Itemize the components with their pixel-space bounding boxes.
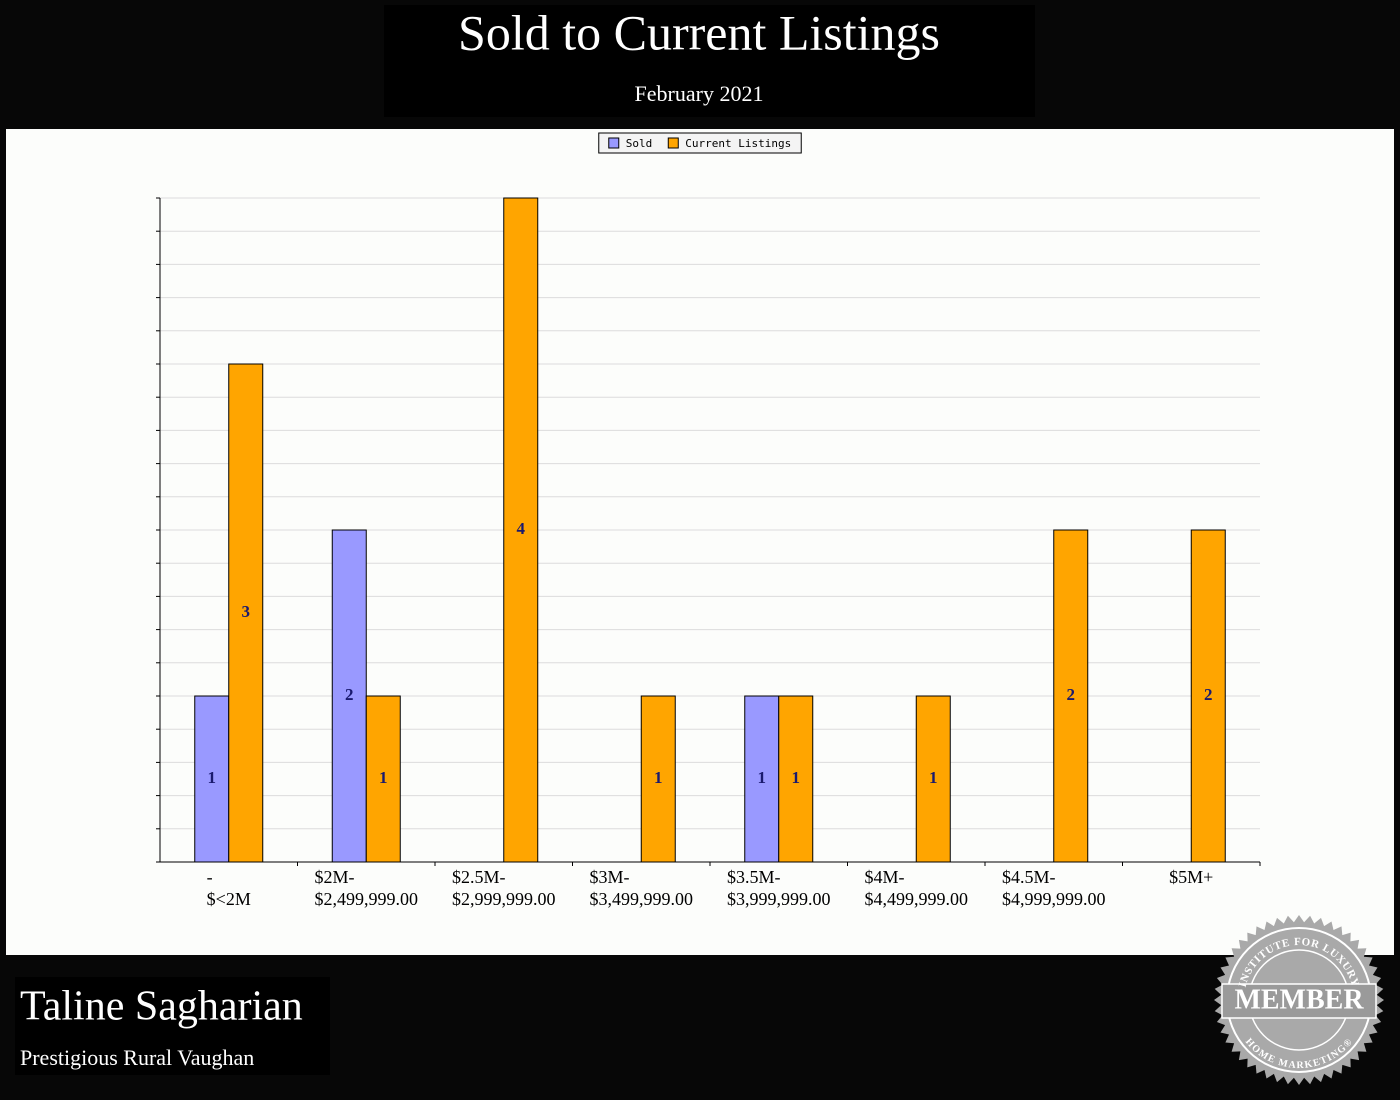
data-label: 1 (792, 768, 801, 787)
x-tick-label: $2.5M- (452, 867, 506, 887)
member-badge: MEMBER INSTITUTE FOR LUXURY HOME MARKETI… (1214, 915, 1384, 1085)
title-box (384, 5, 1035, 117)
x-tick-label: $3.5M- (727, 867, 781, 887)
x-tick-label: $2,999,999.00 (452, 889, 556, 909)
legend-box (598, 132, 802, 154)
data-label: 2 (1204, 685, 1213, 704)
x-tick-label: $2,499,999.00 (315, 889, 419, 909)
bar (1190, 529, 1226, 863)
chart-title: Sold to Current Listings (458, 4, 940, 60)
data-label: 2 (345, 685, 354, 704)
data-label: 4 (517, 519, 526, 538)
data-label: 2 (1067, 685, 1076, 704)
bar (331, 529, 367, 863)
x-tick-label: $4M- (865, 867, 905, 887)
x-tick-label: $3M- (590, 867, 630, 887)
bar (503, 197, 539, 863)
legend: Sold Current Listings (598, 132, 802, 154)
agent-name: Taline Sagharian (20, 984, 303, 1030)
data-label: 1 (758, 768, 767, 787)
legend-label: Current Listings (685, 137, 791, 150)
agent-office: Prestigious Rural Vaughan (20, 1045, 254, 1070)
data-label: 1 (929, 768, 938, 787)
bar (1053, 529, 1089, 863)
badge-banner (1221, 983, 1377, 1019)
chart-subtitle: February 2021 (635, 81, 764, 106)
data-label: 3 (242, 602, 251, 621)
x-tick-label: $3,499,999.00 (590, 889, 694, 909)
data-label: 1 (654, 768, 663, 787)
x-tick-label: $4,999,999.00 (1002, 889, 1106, 909)
data-label: 1 (208, 768, 217, 787)
bar (365, 695, 401, 863)
legend-label: Sold (626, 137, 653, 150)
x-tick-label: $2M- (315, 867, 355, 887)
x-tick-label: $<2M (207, 889, 251, 909)
bar (194, 695, 230, 863)
x-tick-label: $4,499,999.00 (865, 889, 969, 909)
data-label: 1 (379, 768, 388, 787)
badge-center: MEMBER (1234, 984, 1364, 1015)
bar (640, 695, 676, 863)
bar (744, 695, 780, 863)
bar (778, 695, 814, 863)
bar (915, 695, 951, 863)
x-tick-label: $3,999,999.00 (727, 889, 831, 909)
x-tick-label: - (207, 867, 213, 887)
agent-box (15, 977, 330, 1075)
legend-swatch (667, 137, 679, 149)
x-tick-label: $5M+ (1169, 867, 1213, 887)
legend-swatch (608, 137, 620, 149)
bar (228, 363, 264, 863)
x-tick-label: $4.5M- (1002, 867, 1056, 887)
